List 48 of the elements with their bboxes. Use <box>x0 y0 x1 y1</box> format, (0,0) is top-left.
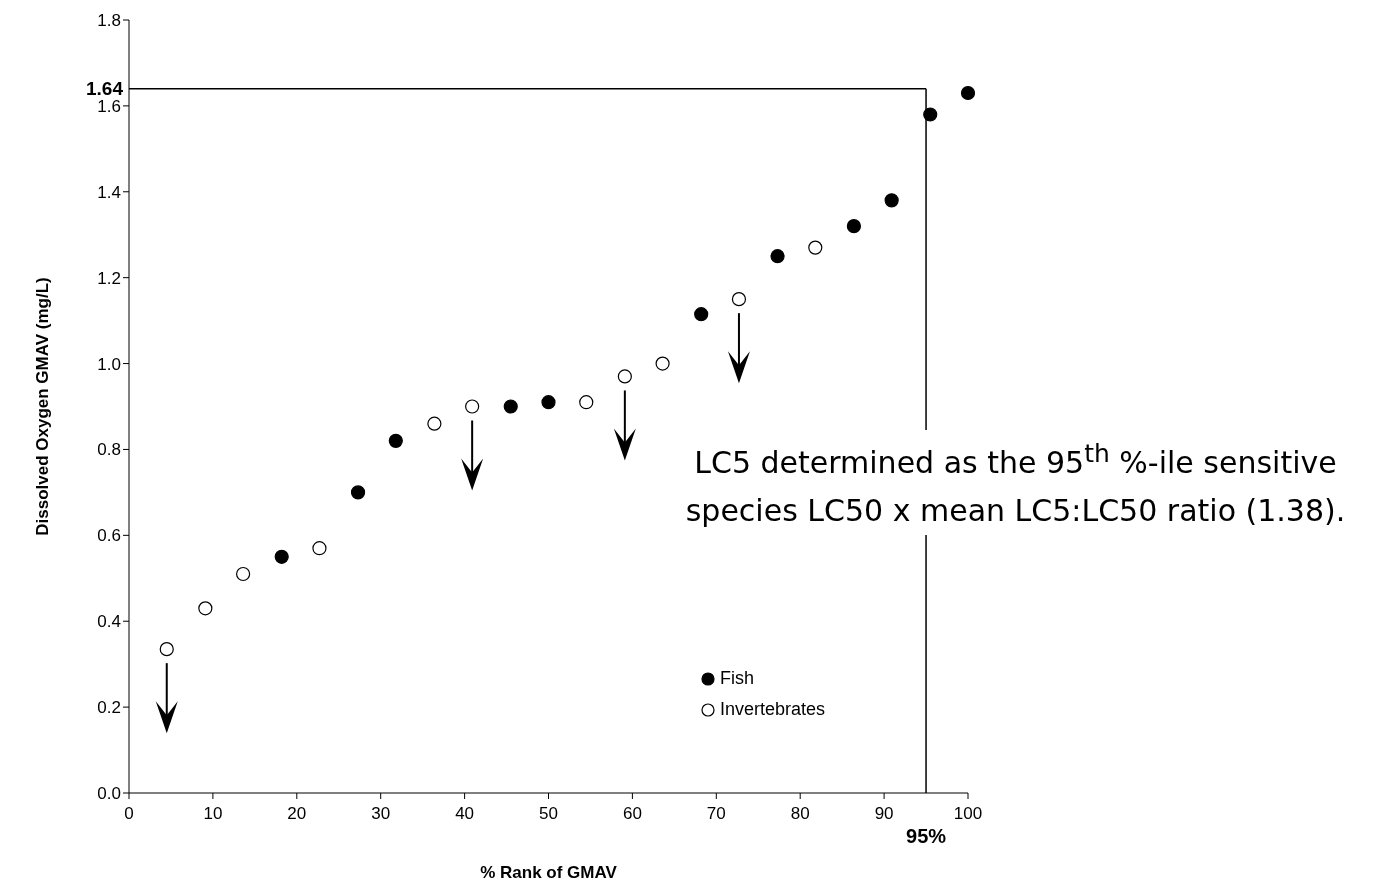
point <box>274 549 289 564</box>
point <box>770 249 785 264</box>
y-tick-label: 1.4 <box>97 182 121 202</box>
y-tick-label: 0.2 <box>97 698 121 718</box>
x-tick-label: 0 <box>124 804 134 824</box>
point <box>884 193 899 208</box>
y-tick-label: 0.0 <box>97 784 121 804</box>
x-tick-label: 20 <box>287 804 307 824</box>
point <box>388 433 403 448</box>
point <box>312 541 327 556</box>
point <box>846 219 861 234</box>
point <box>731 292 747 307</box>
y-tick-label: 1.8 <box>97 11 121 31</box>
ref-line-label: 95% <box>906 825 947 847</box>
x-tick-label: 70 <box>706 804 726 824</box>
legend-label: Fish <box>720 668 755 689</box>
y-tick-label: 1.0 <box>97 354 121 374</box>
y-tick-label: 1.2 <box>97 268 121 288</box>
point <box>159 642 174 657</box>
point <box>808 240 823 255</box>
point <box>198 601 213 616</box>
y-axis-title: Dissolved Oxygen GMAV (mg/L) <box>33 277 53 536</box>
point <box>694 307 709 322</box>
x-tick-label: 80 <box>790 804 810 824</box>
x-tick-label: 50 <box>539 804 558 824</box>
point <box>655 356 670 371</box>
x-tick-label: 100 <box>953 804 983 824</box>
x-tick-label: 40 <box>455 804 475 824</box>
y-tick-label: 0.6 <box>97 526 121 546</box>
point <box>350 485 366 500</box>
x-axis-title: % Rank of GMAV <box>480 863 618 882</box>
x-tick-label: 30 <box>371 804 391 824</box>
legend-label: Invertebrates <box>720 699 826 720</box>
point <box>465 399 480 414</box>
x-tick-label: 90 <box>874 804 894 824</box>
point <box>579 395 594 410</box>
point <box>427 416 442 431</box>
point <box>236 566 251 582</box>
y-tick-label: 0.8 <box>97 440 121 460</box>
x-tick-label: 60 <box>622 804 642 824</box>
y-tick-label: 0.4 <box>97 612 121 632</box>
point <box>503 399 518 414</box>
x-tick-label: 10 <box>203 804 223 824</box>
point <box>923 107 938 122</box>
point <box>617 369 632 384</box>
annotation: LC5 determined as the 95$^{th}$ %-ile sensitive species LC50 x mean LC5:LC50 ratio (1.38). <box>663 430 1368 535</box>
point <box>960 85 976 101</box>
point <box>541 395 556 410</box>
